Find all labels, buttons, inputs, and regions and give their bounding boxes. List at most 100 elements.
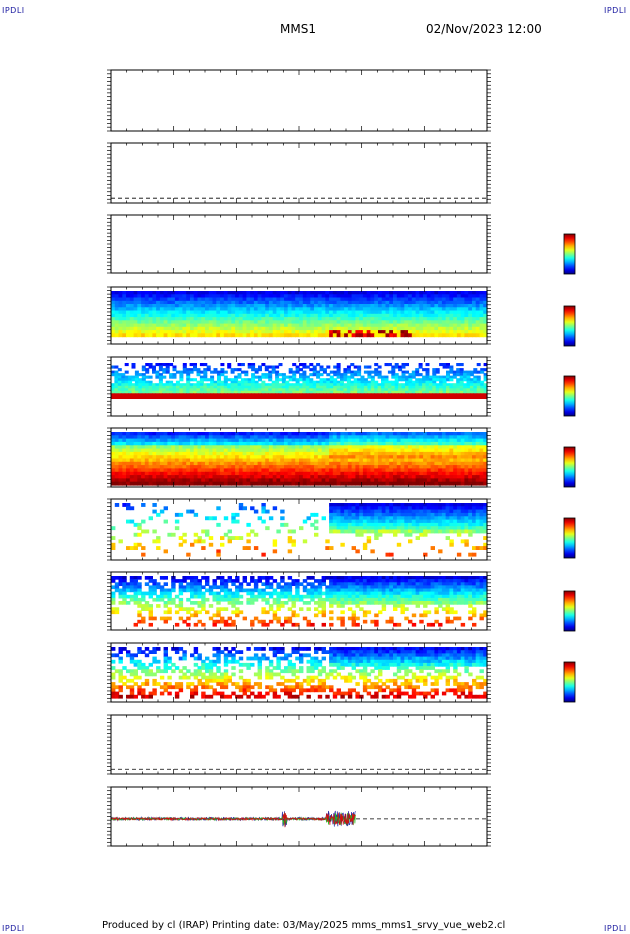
spectrogram-cell [302,471,308,476]
spectrogram-cell [250,320,255,325]
spectrogram-cell [216,435,221,440]
spectrogram-cell [363,393,368,397]
spectrogram-cell [205,307,210,312]
spectrogram-cell [472,313,477,318]
spectrogram-cell [235,333,240,338]
spectrogram-cell [126,330,131,334]
spectrogram-cell [223,297,229,302]
spectrogram-cell [302,291,308,295]
spectrogram-cell [148,461,153,466]
spectrogram-cell [261,373,266,377]
spectrogram-cell [430,448,435,453]
spectrogram-cell [287,465,293,469]
spectrogram-cell [208,435,214,440]
spectrogram-cell [475,468,481,473]
spectrogram-cell [394,395,399,399]
spectrogram-cell [466,378,471,382]
spectrogram-cell [199,390,204,394]
spectrogram-cell [201,333,206,338]
spectrogram-cell [148,304,153,308]
spectrogram-cell [456,326,462,331]
spectrogram-cell [385,304,390,308]
spectrogram-cell [434,310,439,315]
spectrogram-cell [201,445,206,450]
spectrogram-cell [302,310,308,315]
spectrogram-cell [159,445,165,450]
spectrogram-cell [381,455,387,460]
spectrogram-cell [174,330,180,334]
spectrogram-cell [400,323,405,328]
spectrogram-cell [434,509,439,514]
spectrogram-cell [126,471,131,476]
spectrogram-cell [353,390,358,394]
spectrogram-cell [238,435,244,440]
spectrogram-cell [426,297,432,302]
spectrogram-cell [242,468,247,473]
spectrogram-cell [261,465,266,469]
spectrogram-cell [197,304,202,308]
spectrogram-cell [264,383,269,387]
spectrogram-cell [355,512,360,517]
spectrogram-cell [175,390,180,394]
spectrogram-cell [344,294,349,299]
spectrogram-cell [314,320,319,325]
spectrogram-cell [359,478,364,483]
spectrogram-cell [129,307,135,312]
spectrogram-cell [253,455,259,460]
spectrogram-cell [163,307,168,312]
spectrogram-cell [114,304,120,308]
spectrogram-cell [411,323,417,328]
spectrogram-cell [387,393,392,397]
spectrogram-cell [456,455,462,460]
spectrogram-cell [460,475,466,479]
spectrogram-cell [404,313,409,318]
spectrogram-cell [438,516,443,521]
spectrogram-cell [408,304,413,308]
spectrogram-cell [378,330,383,334]
spectrogram-cell [271,395,276,399]
spectrogram-cell [404,304,409,308]
spectrogram-cell [408,294,413,299]
spectrogram-cell [479,438,484,443]
spectrogram-cell [359,438,364,443]
spectrogram-cell [246,330,251,334]
spectrogram-cell [314,323,319,328]
spectrogram-cell [114,385,119,389]
spectrogram-cell [362,432,368,436]
spectrogram-cell [223,445,229,450]
spectrogram-cell [118,310,123,315]
spectrogram-cell [238,307,244,312]
spectrogram-cell [137,297,142,302]
spectrogram-cell [292,390,297,394]
spectrogram-cell [265,294,270,299]
spectrogram-cell [129,304,135,308]
spectrogram-cell [472,471,477,476]
spectrogram-cell [314,313,319,318]
spectrogram-cell [265,448,270,453]
spectrogram-cell [148,441,153,446]
spectrogram-cell [133,465,138,469]
spectrogram-cell [423,478,428,483]
spectrogram-cell [426,330,432,334]
spectrogram-cell [350,388,355,392]
spectrogram-cell [473,370,478,374]
spectrogram-cell [468,310,473,315]
spectrogram-cell [250,468,255,473]
spectrogram-cell [408,378,413,382]
spectrogram-cell [141,478,146,483]
spectrogram-cell [449,519,454,524]
spectrogram-cell [186,294,191,299]
spectrogram-cell [141,378,146,382]
spectrogram-cell [272,475,278,479]
spectrogram-cell [469,388,474,392]
spectrogram-cell [197,451,202,456]
spectrogram-cell [329,395,334,399]
spectrogram-cell [310,455,315,460]
spectrogram-cell [265,313,270,318]
spectrogram-cell [284,333,289,338]
spectrogram-cell [456,465,462,469]
spectrogram-cell [148,291,153,295]
spectrogram-cell [299,458,304,463]
spectrogram-cell [329,468,334,473]
spectrogram-cell [253,320,259,325]
